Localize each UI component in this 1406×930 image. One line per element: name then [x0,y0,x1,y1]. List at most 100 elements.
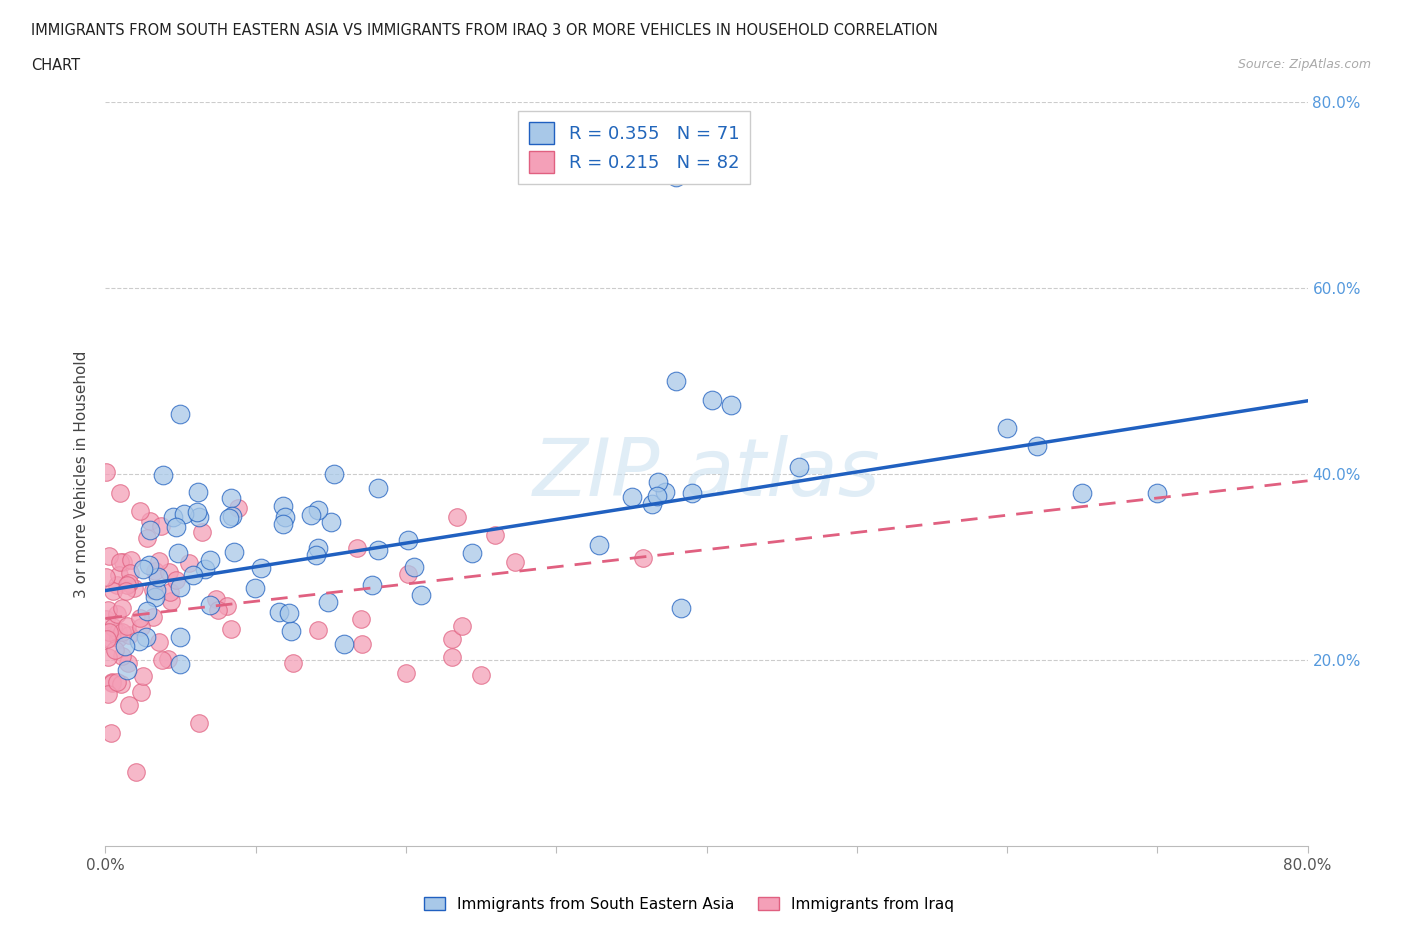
Point [139,523,162,538]
Point [720,397,742,412]
Point [271,498,294,513]
Point [157,565,180,579]
Point [316,594,339,609]
Point [665,169,688,184]
Point [159,584,181,599]
Point [187,485,209,499]
Point [114,638,136,653]
Point [207,603,229,618]
Point [115,662,138,677]
Point [367,481,389,496]
Point [117,698,139,713]
Point [361,578,384,592]
Point [128,503,150,518]
Point [654,485,676,499]
Point [100,725,122,740]
Point [681,485,703,500]
Point [307,622,329,637]
Point [440,632,463,647]
Point [108,554,131,569]
Point [111,600,134,615]
Point [111,649,134,664]
Point [332,636,354,651]
Point [107,675,129,690]
Point [105,578,128,592]
Point [250,561,273,576]
Point [222,545,245,560]
Point [173,507,195,522]
Point [101,583,124,598]
Point [1026,439,1049,454]
Point [350,637,373,652]
Point [280,623,302,638]
Point [350,612,373,627]
Text: ZIP atlas: ZIP atlas [533,435,880,513]
Point [108,567,131,582]
Point [198,598,221,613]
Point [145,583,167,598]
Point [645,488,668,503]
Point [484,528,506,543]
Text: IMMIGRANTS FROM SOUTH EASTERN ASIA VS IMMIGRANTS FROM IRAQ 3 OR MORE VEHICLES IN: IMMIGRANTS FROM SOUTH EASTERN ASIA VS IM… [31,23,938,38]
Point [94,569,117,584]
Point [396,532,419,547]
Point [101,674,124,689]
Point [97,549,120,564]
Point [321,515,343,530]
Point [187,510,209,525]
Point [198,552,221,567]
Point [148,635,170,650]
Point [787,459,810,474]
Point [621,489,644,504]
Point [112,554,135,569]
Point [226,501,249,516]
Point [98,631,121,645]
Point [136,530,159,545]
Point [307,540,329,555]
Point [97,650,120,665]
Point [111,624,134,639]
Point [97,686,120,701]
Legend: R = 0.355   N = 71, R = 0.215   N = 82: R = 0.355 N = 71, R = 0.215 N = 82 [519,112,751,184]
Point [218,511,240,525]
Point [1071,485,1094,500]
Point [641,497,664,512]
Point [160,593,183,608]
Point [460,546,482,561]
Point [124,764,146,779]
Point [169,406,191,421]
Point [142,582,165,597]
Point [277,606,299,621]
Point [136,604,159,618]
Point [115,618,138,633]
Point [669,601,692,616]
Point [995,420,1018,435]
Point [129,610,152,625]
Point [143,590,166,604]
Point [100,675,122,690]
Point [322,467,344,482]
Point [114,583,136,598]
Point [588,538,610,552]
Point [169,630,191,644]
Point [217,598,239,613]
Point [132,669,155,684]
Point [115,578,138,592]
Point [110,485,132,500]
Point [346,541,368,556]
Point [122,580,145,595]
Point [139,513,162,528]
Point [271,517,294,532]
Point [305,548,328,563]
Point [132,562,155,577]
Point [97,603,120,618]
Point [700,393,723,408]
Point [148,569,170,584]
Point [221,509,243,524]
Point [281,655,304,670]
Point [110,676,132,691]
Point [446,509,468,524]
Y-axis label: 3 or more Vehicles in Household: 3 or more Vehicles in Household [75,351,90,598]
Point [101,620,124,635]
Point [165,519,187,534]
